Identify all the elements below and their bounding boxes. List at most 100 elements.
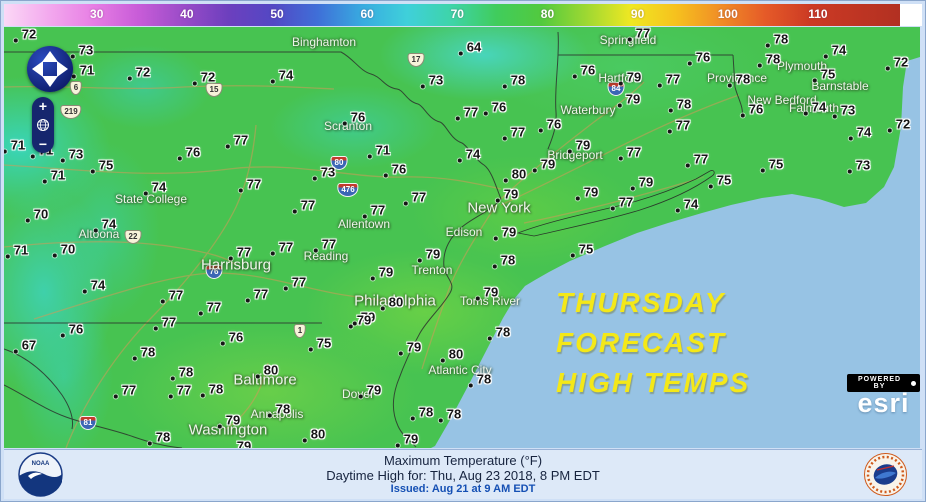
temp-label: 72 bbox=[13, 27, 37, 43]
footer-bar: NOAA Maximum Temperature (°F) Daytime Hi… bbox=[4, 449, 922, 499]
temp-label: 80 bbox=[255, 362, 279, 379]
temp-label: 77 bbox=[270, 239, 294, 256]
state-borders bbox=[4, 31, 743, 448]
temp-label: 70 bbox=[52, 241, 76, 258]
temp-label: 77 bbox=[610, 194, 634, 211]
temp-label: 75 bbox=[570, 241, 594, 258]
temp-label: 77 bbox=[160, 287, 184, 304]
city-label: Waterbury bbox=[560, 103, 616, 117]
zoom-out-button[interactable]: − bbox=[38, 136, 48, 152]
temp-label: 76 bbox=[687, 49, 711, 66]
powered-by-text: POWERED BY bbox=[857, 376, 902, 390]
colorbar-tick: 70 bbox=[450, 7, 464, 21]
globe-icon[interactable] bbox=[36, 118, 50, 132]
weather-map[interactable]: 6 219 15 17 80 84 476 22 76 81 1 Binghamton Springf… bbox=[4, 27, 920, 448]
temp-label: 76 bbox=[572, 62, 596, 79]
city-label: Atlantic City bbox=[428, 363, 492, 377]
pan-left-button[interactable] bbox=[32, 61, 43, 77]
route-shield: 17 bbox=[407, 53, 425, 67]
temp-label: 78 bbox=[438, 406, 462, 423]
route-shield: 80 bbox=[330, 156, 348, 170]
temp-label: 73 bbox=[832, 102, 856, 119]
temp-label: 71 bbox=[42, 167, 66, 184]
colorbar-tick: 60 bbox=[360, 7, 374, 21]
colorbar-tick: 50 bbox=[270, 7, 284, 21]
temp-label: 77 bbox=[502, 124, 526, 141]
temp-label: 78 bbox=[765, 31, 789, 48]
headline-line-1: THURSDAY bbox=[556, 287, 726, 318]
esri-logo[interactable]: POWERED BY esri bbox=[847, 368, 920, 417]
pan-control[interactable] bbox=[27, 46, 73, 92]
city-label: Baltimore bbox=[233, 371, 297, 389]
temp-label: 80 bbox=[440, 346, 464, 363]
temp-label: 74 bbox=[848, 124, 872, 141]
temp-label: 72 bbox=[192, 69, 216, 86]
temp-label: 77 bbox=[685, 151, 709, 168]
zoom-control[interactable]: + − bbox=[32, 97, 54, 153]
city-label: Philadelphia bbox=[354, 292, 436, 310]
city-label: Binghamton bbox=[291, 35, 357, 49]
temp-label: 78 bbox=[668, 96, 692, 113]
temp-label: 74 bbox=[270, 67, 294, 84]
city-label: Providence bbox=[706, 71, 768, 85]
temp-label: 73 bbox=[420, 72, 444, 89]
temp-label: 76 bbox=[740, 101, 764, 118]
city-label: Toms River bbox=[459, 294, 521, 308]
temp-label: 74 bbox=[823, 42, 847, 59]
temp-label: 79 bbox=[617, 91, 641, 108]
temp-label: 76 bbox=[220, 329, 244, 346]
temp-label: 73 bbox=[847, 157, 871, 174]
temp-label: 79 bbox=[618, 69, 642, 86]
temp-label: 76 bbox=[383, 161, 407, 178]
temp-label: 77 bbox=[228, 244, 252, 261]
pan-up-button[interactable] bbox=[42, 51, 58, 62]
temp-label: 78 bbox=[727, 71, 751, 88]
temp-label: 78 bbox=[170, 364, 194, 381]
temp-label: 77 bbox=[283, 274, 307, 291]
temp-label: 74 bbox=[93, 216, 117, 233]
city-label: State College bbox=[114, 192, 188, 206]
temp-label: 79 bbox=[348, 312, 372, 329]
temp-label: 78 bbox=[502, 72, 526, 89]
temp-label: 76 bbox=[177, 144, 201, 161]
temp-label: 77 bbox=[657, 71, 681, 88]
route-shield: 84 bbox=[607, 82, 625, 96]
colorbar-tick: 90 bbox=[630, 7, 645, 21]
city-label: Edison bbox=[445, 225, 483, 239]
pan-right-button[interactable] bbox=[57, 61, 68, 77]
temp-label: 77 bbox=[113, 382, 137, 399]
city-label: Reading bbox=[303, 249, 349, 263]
temp-label: 78 bbox=[267, 401, 291, 418]
temp-label: 74 bbox=[675, 196, 699, 213]
long-island bbox=[516, 170, 715, 237]
temp-label: 71 bbox=[4, 137, 26, 154]
temp-label: 79 bbox=[475, 284, 499, 301]
temp-label: 79 bbox=[395, 431, 419, 448]
city-label: Allentown bbox=[337, 217, 391, 231]
temp-label: 75 bbox=[708, 172, 732, 189]
pan-down-button[interactable] bbox=[42, 76, 58, 87]
city-label: Hartford bbox=[598, 71, 642, 85]
colorbar-tick: 80 bbox=[540, 7, 555, 21]
zoom-in-button[interactable]: + bbox=[38, 98, 48, 114]
temp-label: 78 bbox=[132, 344, 156, 361]
temp-label: 72 bbox=[887, 116, 911, 133]
city-label: Bridgeport bbox=[547, 148, 603, 162]
temp-label: 71 bbox=[367, 142, 391, 159]
temp-label: 76 bbox=[342, 109, 366, 126]
noaa-logo-icon: NOAA bbox=[18, 452, 63, 497]
temp-label: 76 bbox=[538, 116, 562, 133]
colorbar-tick: 110 bbox=[808, 7, 828, 21]
route-shield: 81 bbox=[79, 416, 97, 430]
city-label: Barnstable bbox=[811, 79, 869, 93]
city-label: Scranton bbox=[323, 119, 373, 133]
temp-label: 79 bbox=[358, 382, 382, 399]
temp-label: 77 bbox=[618, 144, 642, 161]
colorbar-tick: 40 bbox=[180, 7, 194, 21]
temp-label: 79 bbox=[237, 439, 251, 449]
temp-label: 77 bbox=[627, 27, 651, 42]
nws-logo-icon bbox=[864, 453, 907, 496]
temp-label: 79 bbox=[532, 156, 556, 173]
temp-label: 73 bbox=[60, 146, 84, 163]
